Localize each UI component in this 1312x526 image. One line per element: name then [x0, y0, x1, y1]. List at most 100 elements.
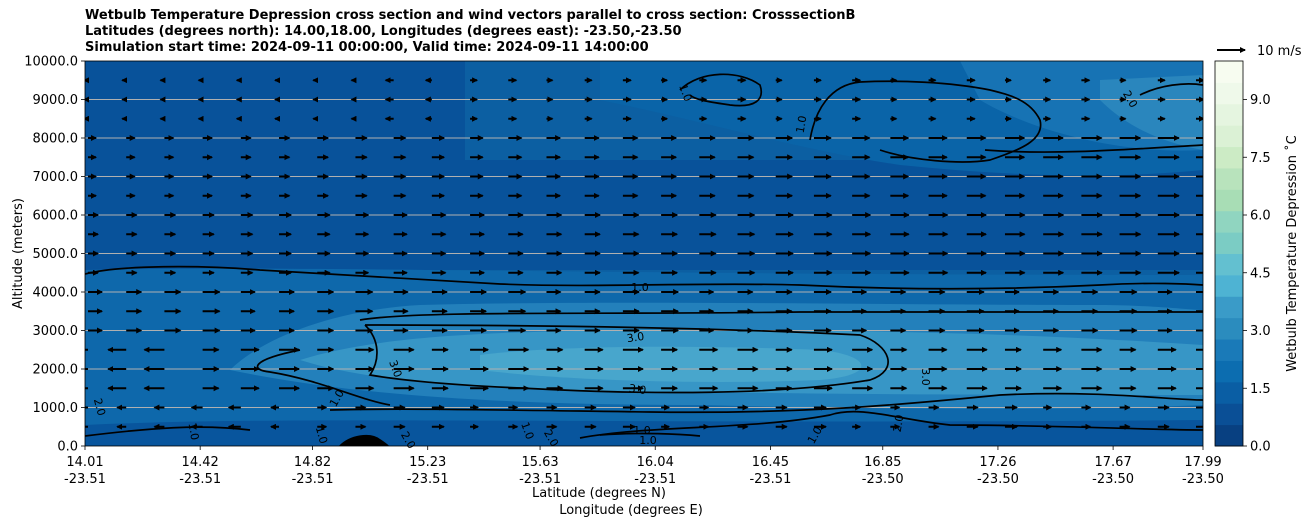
y-tick-label: 9000.0: [33, 93, 79, 108]
quiver-key: 10 m/s: [1217, 44, 1302, 59]
contour-line-2: [359, 311, 1203, 321]
x-tick-label-lon: -23.51: [179, 472, 221, 487]
colorbar-swatch: [1215, 253, 1243, 276]
contour-label: 3.0: [626, 330, 645, 345]
field-region-upper-right-dry: [1100, 75, 1203, 150]
y-tick-label: 6000.0: [33, 209, 79, 224]
contour-line-4: [256, 349, 391, 406]
y-tick-label: 8000.0: [33, 132, 79, 147]
chart-title-line-1: Wetbulb Temperature Depression cross sec…: [85, 8, 856, 23]
contour-line-11: [1139, 83, 1203, 96]
colorbar: 0.0 1.5 3.0 4.5 6.0 7.5 9.0: [1214, 60, 1271, 455]
x-tick-label-lat: 14.01: [66, 455, 103, 470]
colorbar-tick-label: 7.5: [1250, 151, 1271, 166]
y-tick-label: 7000.0: [33, 170, 79, 185]
contour-label: 3.0: [628, 382, 647, 397]
x-axis-label-latitude: Latitude (degrees N): [532, 486, 666, 501]
colorbar-tick-label: 3.0: [1250, 324, 1271, 339]
contour-label: 2.0: [91, 397, 108, 417]
contour-label: 1.0: [313, 425, 330, 445]
y-axis: 0.0 1000.0 2000.0 3000.0 4000.0 5000.0 6000.0 7…: [24, 55, 85, 455]
colorbar-swatch: [1215, 146, 1243, 169]
contour-label: 3.0: [386, 358, 404, 379]
wind-vectors: [85, 77, 1203, 430]
contour-line-10: [809, 80, 1042, 163]
colorbar-swatch: [1215, 103, 1243, 126]
contour-line-12: [984, 144, 1203, 153]
chart-title-line-3: Simulation start time: 2024-09-11 00:00:…: [85, 40, 649, 55]
x-tick-label-lon: -23.51: [292, 472, 334, 487]
y-tick-label: 2000.0: [33, 363, 79, 378]
contour-line-6: [85, 426, 251, 437]
colorbar-frame: [1214, 60, 1244, 447]
x-tick-label-lat: 16.45: [752, 455, 789, 470]
x-tick-label-lon: -23.51: [749, 472, 791, 487]
colorbar-swatch: [1215, 189, 1243, 212]
colorbar-swatch: [1215, 167, 1243, 190]
contour-label: 1.0: [676, 82, 694, 103]
field-band-upper-left: [85, 61, 465, 171]
colorbar-swatch: [1215, 82, 1243, 105]
colorbar-swatch: [1215, 381, 1243, 404]
contour-line-9: [679, 73, 763, 107]
x-axis-label-longitude: Longitude (degrees E): [559, 503, 703, 518]
x-tick-label-lat: 16.85: [864, 455, 901, 470]
colorbar-swatch: [1215, 360, 1243, 383]
colorbar-swatch: [1215, 296, 1243, 319]
x-tick-label-lat: 14.82: [294, 455, 331, 470]
x-tick-label-lon: -23.51: [634, 472, 676, 487]
y-tick-label: 0.0: [57, 440, 78, 455]
contour-label: 1.0: [633, 424, 651, 437]
contour-label: 1.0: [186, 422, 202, 441]
y-tick-label: 5000.0: [33, 247, 79, 262]
x-tick-label-lon: -23.50: [1092, 472, 1134, 487]
colorbar-tick-label: 6.0: [1250, 209, 1271, 224]
colorbar-label: Wetbulb Temperature Depression ˚C: [1284, 135, 1300, 372]
colorbar-swatch: [1215, 317, 1243, 340]
y-tick-label: 1000.0: [33, 401, 79, 416]
x-tick-label-lat: 14.42: [182, 455, 219, 470]
x-tick-label-lat: 15.23: [409, 455, 446, 470]
field-region-dry-max: [480, 346, 862, 382]
colorbar-swatch: [1215, 339, 1243, 361]
contour-line-7: [579, 410, 1203, 439]
x-tick-label-lon: -23.51: [519, 472, 561, 487]
chart-title-line-2: Latitudes (degrees north): 14.00,18.00, …: [85, 24, 682, 39]
x-tick-label-lat: 17.67: [1095, 455, 1132, 470]
x-tick-label-lat: 15.63: [521, 455, 558, 470]
colorbar-swatch: [1215, 232, 1243, 254]
y-tick-label: 4000.0: [33, 286, 79, 301]
x-tick-label-lat: 17.99: [1184, 455, 1221, 470]
y-axis-label: Altitude (meters): [11, 198, 26, 309]
contour-line-1: [85, 265, 1203, 290]
colorbar-swatch: [1215, 403, 1243, 426]
x-tick-label-lon: -23.50: [1182, 472, 1224, 487]
colorbar-swatch: [1215, 61, 1243, 83]
y-tick-label: 10000.0: [24, 55, 78, 70]
x-tick-label-lat: 16.04: [637, 455, 674, 470]
contour-lines: [85, 73, 1203, 446]
x-tick-label-lon: -23.50: [862, 472, 904, 487]
colorbar-swatch: [1215, 274, 1243, 297]
x-tick-label-lon: -23.50: [977, 472, 1019, 487]
colorbar-tick-label: 9.0: [1250, 93, 1271, 108]
quiver-key-label: 10 m/s: [1257, 44, 1302, 59]
x-axis: 14.01 -23.51 14.42 -23.51 14.82 -23.51 15.23 -2…: [64, 446, 1224, 487]
contour-label: 1.0: [518, 420, 536, 441]
colorbar-tick-label: 4.5: [1250, 266, 1271, 281]
colorbar-tick-label: 0.0: [1250, 440, 1271, 455]
colorbar-swatch: [1215, 125, 1243, 148]
contour-label: 1.0: [794, 115, 810, 134]
plot-area: 1.03.03.03.01.01.01.02.01.0 1.0 2.0 1.0 2.0 1…: [84, 60, 1204, 451]
contour-label: 1.0: [639, 434, 657, 447]
colorbar-tick-label: 1.5: [1250, 382, 1271, 397]
contour-line-5: [329, 392, 1203, 414]
x-tick-label-lon: -23.51: [407, 472, 449, 487]
colorbar-swatch: [1215, 424, 1243, 447]
x-tick-label-lat: 17.26: [979, 455, 1016, 470]
contour-label: 3.0: [919, 368, 932, 386]
x-tick-label-lon: -23.51: [64, 472, 106, 487]
contour-labels: 1.03.03.03.01.01.01.02.01.0 1.0 2.0 1.0 2.0 1…: [91, 82, 1140, 451]
colorbar-swatch: [1215, 210, 1243, 233]
contour-label: 1.0: [631, 281, 649, 294]
